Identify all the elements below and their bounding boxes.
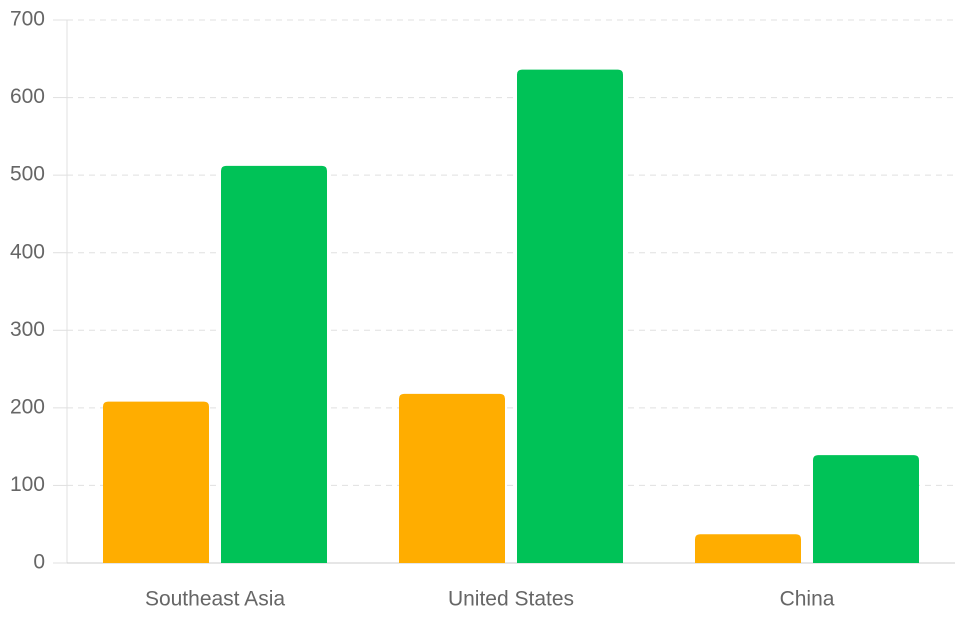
y-tick-label: 300 — [10, 318, 45, 341]
y-tick-label: 0 — [33, 551, 45, 574]
x-tick-label: United States — [448, 588, 574, 611]
bar — [813, 455, 919, 563]
y-tick-label: 400 — [10, 240, 45, 263]
y-tick-label: 500 — [10, 163, 45, 186]
y-tick-label: 600 — [10, 85, 45, 108]
bar — [221, 165, 327, 563]
y-tick-label: 200 — [10, 395, 45, 418]
bar — [695, 534, 801, 563]
x-tick-label: China — [780, 588, 835, 611]
y-tick-label: 700 — [10, 8, 45, 31]
bar — [517, 69, 623, 563]
bar — [399, 393, 505, 563]
bar — [103, 401, 209, 563]
x-tick-label: Southeast Asia — [145, 588, 285, 611]
y-tick-label: 100 — [10, 473, 45, 496]
